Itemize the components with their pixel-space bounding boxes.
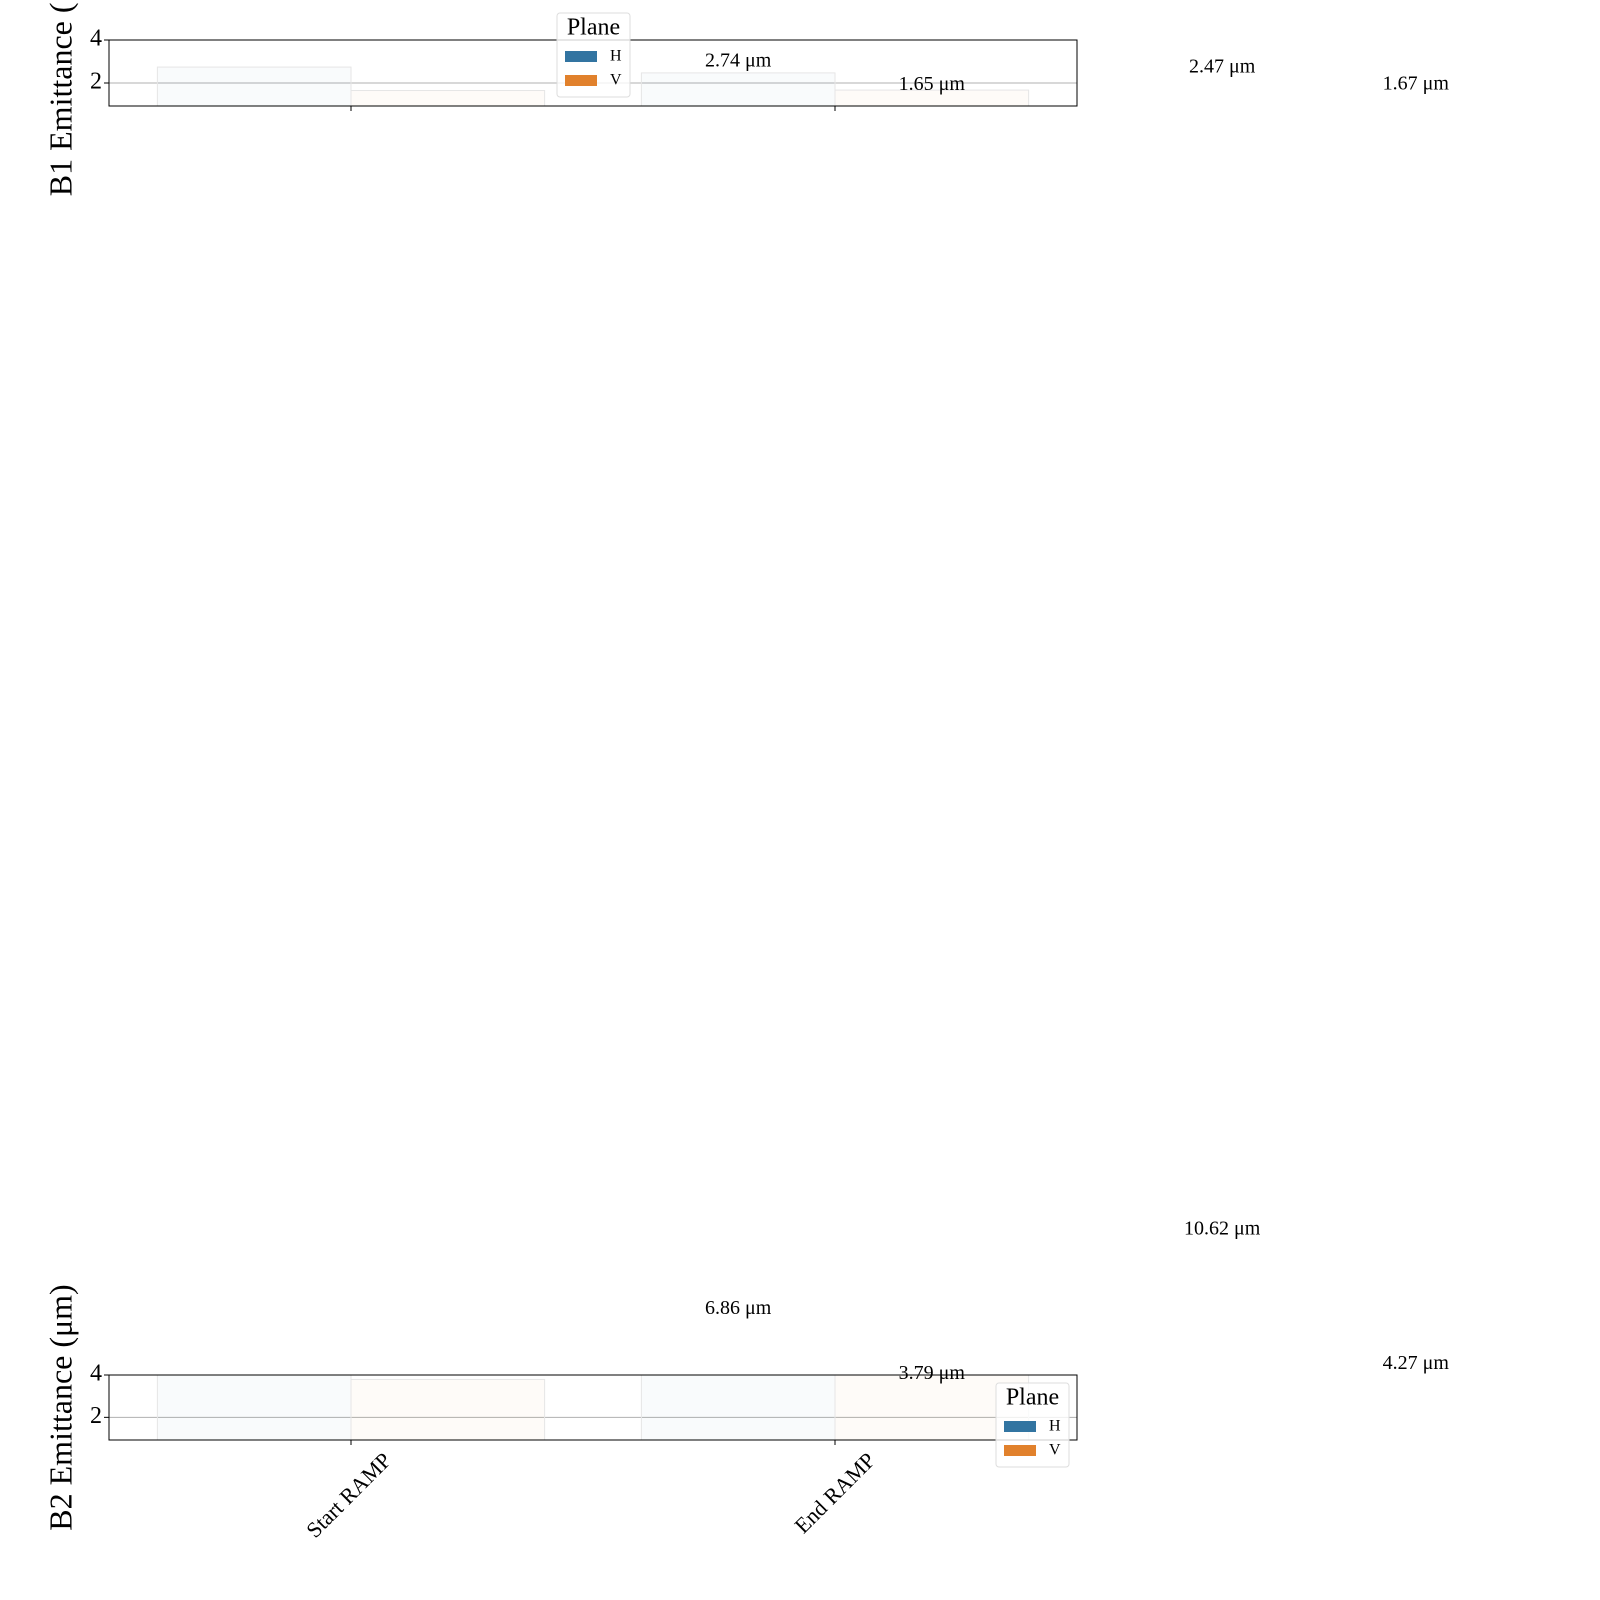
value-label: 6.86 μm: [705, 1297, 772, 1319]
legend-title: Plane: [1006, 1385, 1059, 1411]
legend-label: H: [610, 48, 622, 65]
legend-label: V: [1049, 1442, 1061, 1459]
bar: [640, 1375, 836, 1440]
y-axis-label: B1 Emittance (μm): [42, 0, 78, 196]
x-tick-label: End RAMP: [789, 1447, 880, 1538]
y-tick-label: 2: [90, 1403, 102, 1429]
value-label: 10.62 μm: [1184, 1217, 1261, 1239]
y-axis-label: B2 Emittance (μm): [42, 1284, 78, 1530]
legend-label: V: [610, 72, 622, 89]
bars: [156, 1375, 1030, 1440]
legend-swatch: [565, 51, 597, 62]
bar: [156, 1375, 352, 1440]
bar: [156, 66, 352, 106]
value-label: 2.74 μm: [705, 50, 772, 72]
value-label: 1.65 μm: [899, 73, 966, 95]
bar: [350, 1378, 546, 1440]
y-tick-label: 4: [90, 1361, 102, 1387]
plot-frame: [108, 1374, 1078, 1441]
value-label: 2.47 μm: [1189, 55, 1256, 77]
legend-label: H: [1049, 1418, 1061, 1435]
legend-swatch: [1004, 1421, 1036, 1432]
value-label: 1.67 μm: [1383, 73, 1450, 95]
legend-swatch: [565, 75, 597, 86]
y-tick-label: 4: [90, 26, 102, 52]
bar: [640, 72, 836, 106]
value-label: 4.27 μm: [1383, 1352, 1450, 1374]
value-label: 3.79 μm: [899, 1362, 966, 1384]
x-tick-label: Start RAMP: [301, 1447, 396, 1542]
bar: [350, 90, 546, 106]
legend-title: Plane: [567, 15, 620, 41]
y-tick-label: 2: [90, 68, 102, 94]
legend-swatch: [1004, 1445, 1036, 1456]
